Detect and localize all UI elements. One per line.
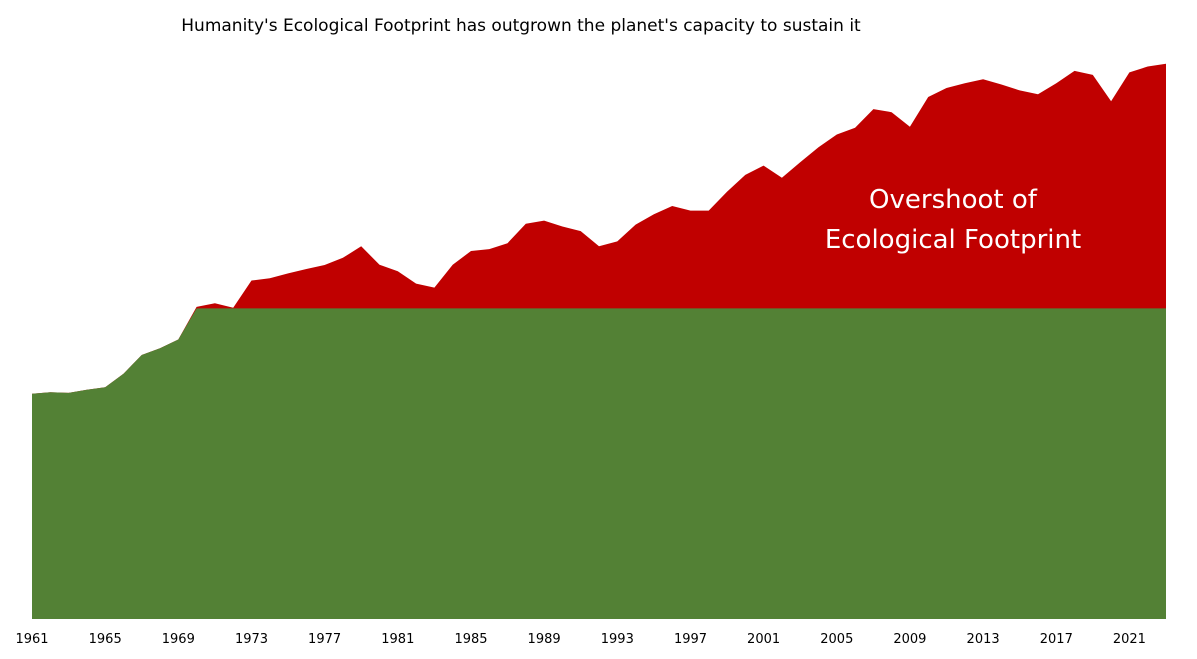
x-tick-label: 1961 [15, 632, 48, 647]
x-tick-label: 1981 [381, 632, 414, 647]
x-tick-label: 1973 [235, 632, 268, 647]
x-tick-label: 2013 [967, 632, 1000, 647]
x-axis: 1961 1965 1969 1973 1977 1981 1985 1989 1993 1997… [15, 632, 1145, 647]
chart-annotation: Overshoot of Ecological Footprint [825, 185, 1081, 255]
x-tick-label: 1965 [89, 632, 122, 647]
annotation-line-1: Overshoot of [869, 185, 1038, 215]
x-tick-label: 2001 [747, 632, 780, 647]
x-tick-label: 1985 [454, 632, 487, 647]
chart-title: Humanity's Ecological Footprint has outg… [181, 16, 861, 36]
x-tick-label: 2021 [1113, 632, 1146, 647]
annotation-line-2: Ecological Footprint [825, 225, 1081, 255]
x-tick-label: 1977 [308, 632, 341, 647]
x-tick-label: 1989 [528, 632, 561, 647]
x-tick-label: 1993 [601, 632, 634, 647]
x-tick-label: 1969 [162, 632, 195, 647]
x-tick-label: 1997 [674, 632, 707, 647]
area-series-0 [32, 308, 1166, 619]
x-tick-label: 2009 [893, 632, 926, 647]
x-tick-label: 2017 [1040, 632, 1073, 647]
x-tick-label: 2005 [820, 632, 853, 647]
chart-areas [32, 63, 1166, 619]
